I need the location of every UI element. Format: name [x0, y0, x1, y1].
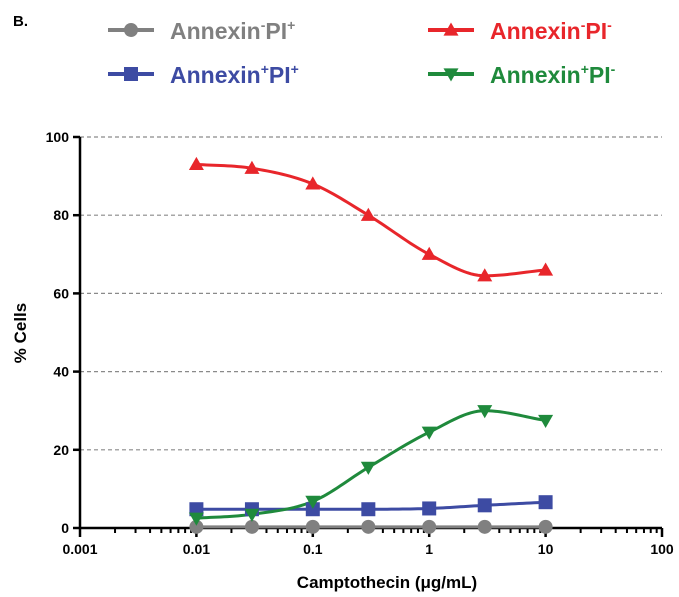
data-points	[188, 156, 554, 534]
axes: 0 20 40 60 80 100 0.001 0.01 0.1 1 10 100	[46, 129, 674, 557]
legend-item: Annexin-PI+	[108, 17, 295, 44]
data-point-series-3	[421, 426, 437, 440]
x-tick-label-0.01: 0.01	[183, 541, 210, 557]
gridlines	[80, 136, 662, 451]
data-point-series-2	[361, 502, 376, 517]
data-point-series-1	[244, 160, 260, 174]
data-point-series-1	[305, 176, 321, 190]
y-tick-label-100: 100	[46, 129, 70, 145]
y-tick-label-80: 80	[53, 207, 69, 223]
x-axis-label: Camptothecin (μg/mL)	[297, 573, 477, 592]
y-tick-label-60: 60	[53, 285, 69, 301]
legend-label: Annexin+PI-	[490, 61, 616, 88]
data-point-series-3	[477, 405, 493, 419]
legend-label: Annexin+PI+	[170, 61, 299, 88]
legend-marker-icon	[443, 68, 459, 82]
x-tick-label-0.001: 0.001	[62, 541, 97, 557]
x-tick-label-1: 1	[425, 541, 433, 557]
legend: Annexin-PI+ Annexin-PI- Annexin+PI+ Annexin…	[108, 17, 616, 88]
data-point-series-0	[305, 519, 320, 534]
data-point-series-0	[244, 519, 259, 534]
legend-item: Annexin+PI-	[428, 61, 616, 88]
y-tick-label-0: 0	[61, 520, 69, 536]
data-point-series-1	[188, 156, 204, 170]
legend-label: Annexin-PI+	[170, 17, 295, 44]
data-point-series-3	[360, 461, 376, 475]
x-tick-label-0.1: 0.1	[303, 541, 323, 557]
data-point-series-3	[244, 508, 260, 522]
x-tick-label-10: 10	[538, 541, 554, 557]
data-point-series-3	[188, 512, 204, 526]
legend-marker-icon	[124, 67, 138, 81]
data-point-series-2	[538, 495, 553, 510]
y-tick-label-20: 20	[53, 442, 69, 458]
data-point-series-1	[477, 268, 493, 282]
data-point-series-0	[422, 519, 437, 534]
data-point-series-1	[538, 262, 554, 276]
legend-item: Annexin+PI+	[108, 61, 299, 88]
data-point-series-1	[360, 207, 376, 221]
legend-marker-icon	[124, 23, 138, 37]
legend-item: Annexin-PI-	[428, 17, 612, 44]
data-point-series-3	[538, 414, 554, 428]
data-point-series-0	[361, 519, 376, 534]
data-point-series-1	[421, 246, 437, 260]
y-tick-label-40: 40	[53, 364, 69, 380]
y-axis-label: % Cells	[11, 303, 30, 363]
data-point-series-0	[477, 519, 492, 534]
legend-label: Annexin-PI-	[490, 17, 612, 44]
legend-marker-icon	[443, 22, 459, 36]
data-point-series-2	[305, 502, 320, 517]
data-point-series-2	[422, 501, 437, 516]
data-point-series-2	[477, 498, 492, 513]
x-tick-label-100: 100	[650, 541, 674, 557]
data-point-series-3	[305, 495, 321, 509]
data-point-series-0	[538, 519, 553, 534]
panel-label: B.	[13, 13, 28, 30]
data-point-series-0	[189, 519, 204, 534]
